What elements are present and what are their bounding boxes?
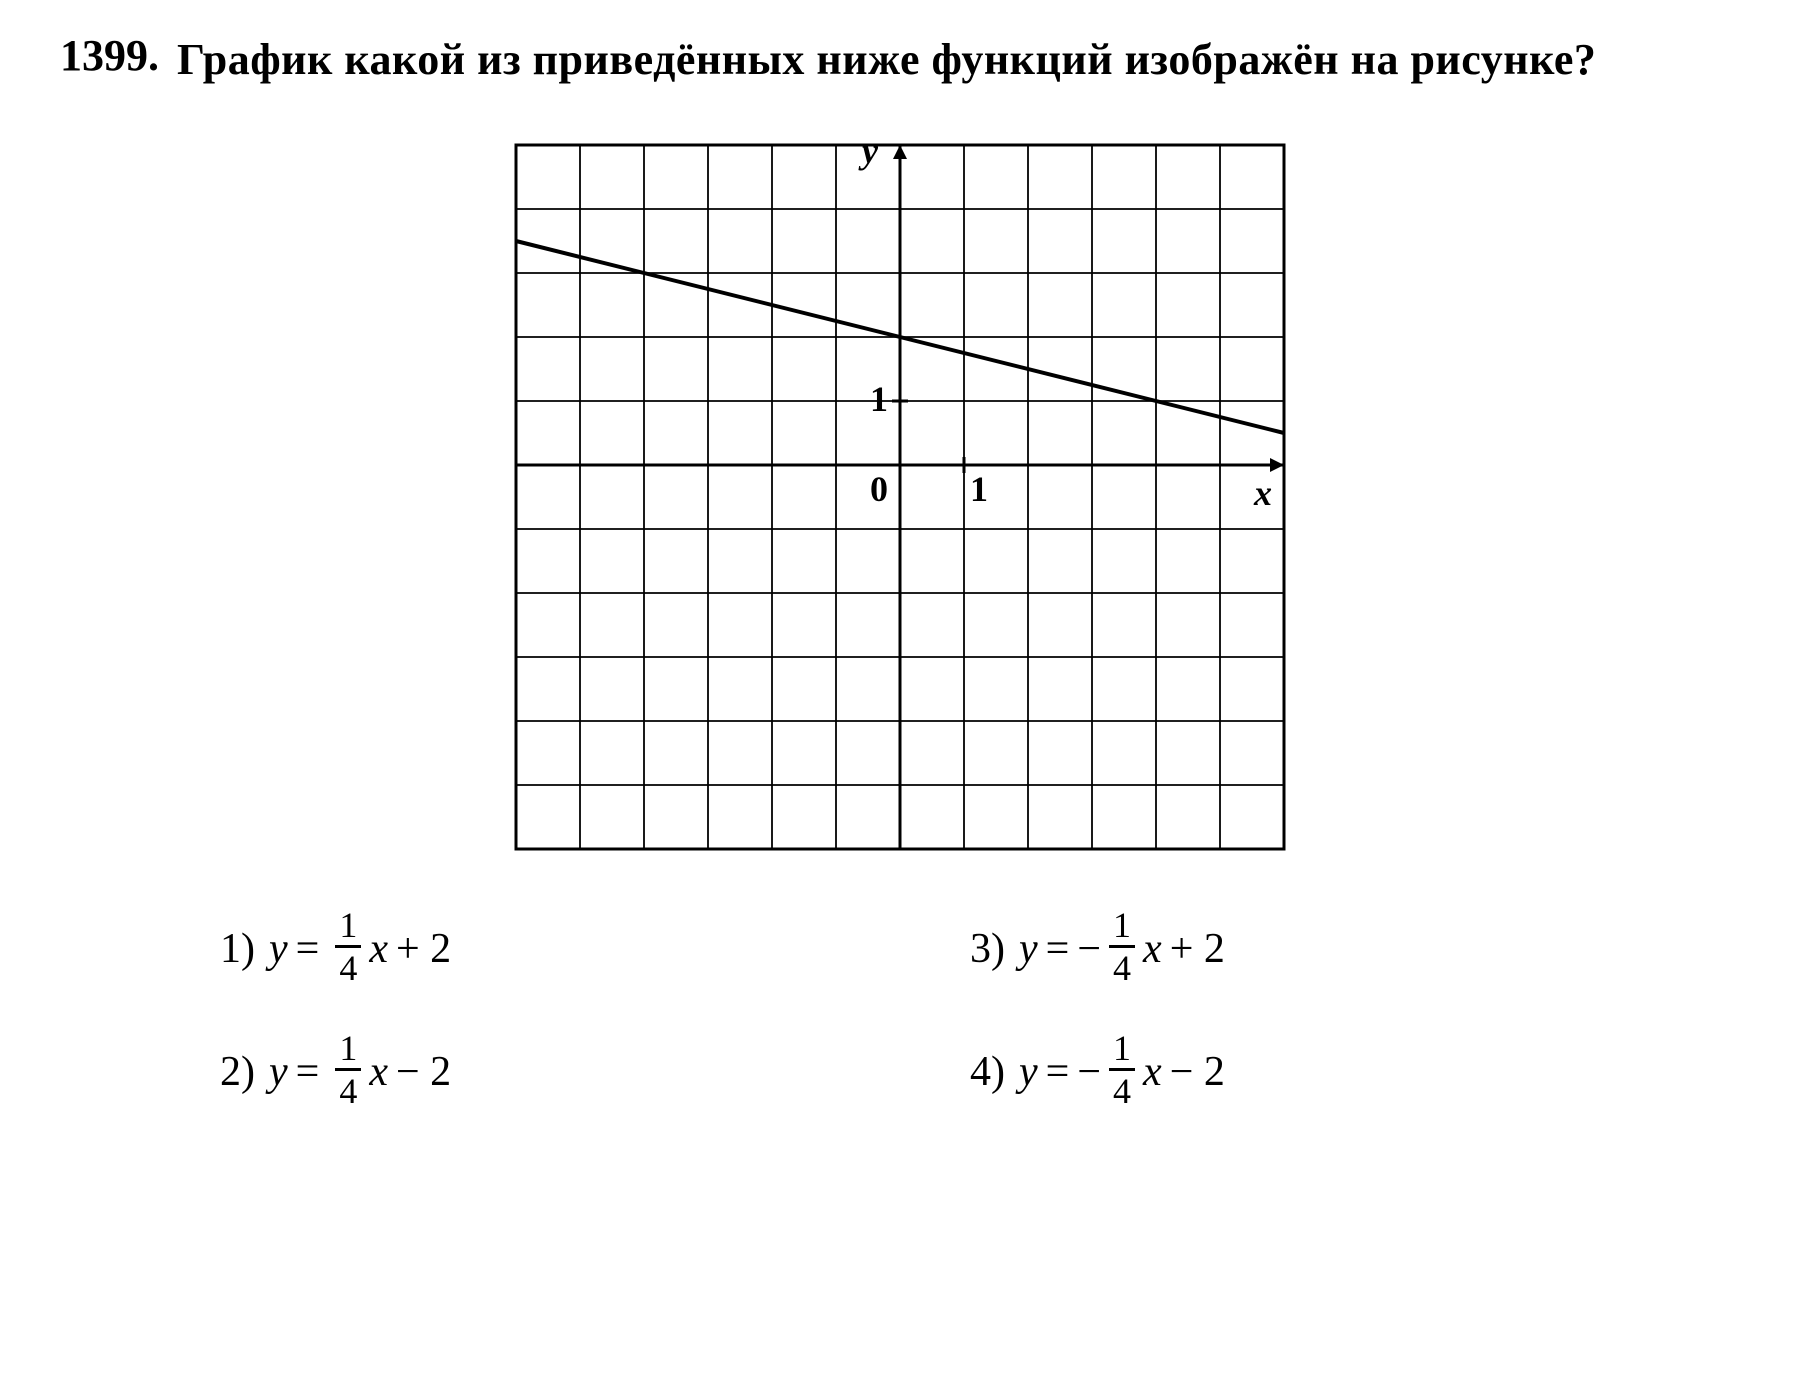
answer-option-1: 1) y = 1 4 x + 2 xyxy=(220,909,910,988)
answer-var-y: y xyxy=(1019,1048,1038,1096)
chart: y x 1 0 1 xyxy=(496,125,1304,869)
frac-top: 1 xyxy=(335,907,361,943)
answer-sign: − xyxy=(1077,925,1101,973)
answer-option-2: 2) y = 1 4 x − 2 xyxy=(220,1032,910,1111)
question-text: График какой из приведённых ниже функций… xyxy=(177,30,1596,89)
answer-eq: = xyxy=(1046,925,1070,973)
answer-sign: − xyxy=(1077,1048,1101,1096)
answer-fraction: 1 4 xyxy=(1109,907,1135,986)
frac-bot: 4 xyxy=(335,1073,361,1109)
answer-var-x: x xyxy=(1143,1048,1162,1096)
answers: 1) y = 1 4 x + 2 3) y = − 1 xyxy=(220,909,1660,1111)
answer-var-y: y xyxy=(269,1048,288,1096)
frac-bot: 4 xyxy=(1109,1073,1135,1109)
answer-option-3: 3) y = − 1 4 x + 2 xyxy=(970,909,1660,988)
answer-fraction: 1 4 xyxy=(335,907,361,986)
chart-container: y x 1 0 1 xyxy=(60,125,1740,869)
answer-number: 4) xyxy=(970,1048,1005,1096)
question: 1399. График какой из приведённых ниже ф… xyxy=(60,30,1740,89)
question-number: 1399. xyxy=(60,30,159,81)
answer-tail: + 2 xyxy=(396,925,451,973)
answer-option-4: 4) y = − 1 4 x − 2 xyxy=(970,1032,1660,1111)
answer-eq: = xyxy=(296,1048,320,1096)
answer-var-y: y xyxy=(1019,925,1038,973)
answer-eq: = xyxy=(1046,1048,1070,1096)
answer-number: 1) xyxy=(220,925,255,973)
svg-text:1: 1 xyxy=(970,469,988,509)
frac-bot: 4 xyxy=(335,950,361,986)
answer-var-y: y xyxy=(269,925,288,973)
answer-var-x: x xyxy=(369,1048,388,1096)
frac-top: 1 xyxy=(335,1030,361,1066)
answer-number: 3) xyxy=(970,925,1005,973)
answer-eq: = xyxy=(296,925,320,973)
frac-top: 1 xyxy=(1109,907,1135,943)
svg-text:y: y xyxy=(858,131,879,171)
answer-tail: − 2 xyxy=(1170,1048,1225,1096)
frac-bot: 4 xyxy=(1109,950,1135,986)
answer-number: 2) xyxy=(220,1048,255,1096)
frac-top: 1 xyxy=(1109,1030,1135,1066)
answer-tail: − 2 xyxy=(396,1048,451,1096)
answer-var-x: x xyxy=(1143,925,1162,973)
answer-fraction: 1 4 xyxy=(335,1030,361,1109)
answer-tail: + 2 xyxy=(1170,925,1225,973)
svg-text:x: x xyxy=(1253,473,1272,513)
answer-var-x: x xyxy=(369,925,388,973)
svg-text:0: 0 xyxy=(870,469,888,509)
svg-text:1: 1 xyxy=(870,379,888,419)
answer-fraction: 1 4 xyxy=(1109,1030,1135,1109)
